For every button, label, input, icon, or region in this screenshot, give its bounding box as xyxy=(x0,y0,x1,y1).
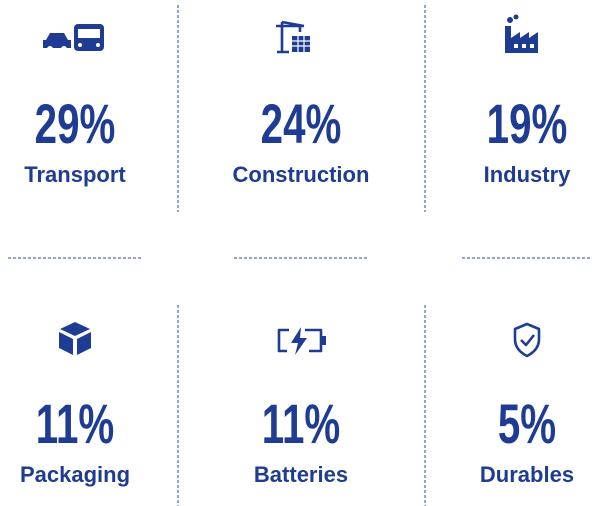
check xyxy=(520,334,536,347)
crane xyxy=(276,20,305,54)
building xyxy=(292,36,310,52)
percent: 24% xyxy=(261,94,342,156)
sector-label: Industry xyxy=(484,162,572,187)
car xyxy=(43,33,71,48)
icon-industry xyxy=(505,14,538,53)
sector-label: Durables xyxy=(480,462,574,487)
box-top xyxy=(60,322,90,336)
icon-construction xyxy=(276,20,310,54)
sector-label: Batteries xyxy=(254,462,348,487)
percent: 11% xyxy=(36,394,114,456)
box-left xyxy=(59,332,73,355)
dividers xyxy=(8,5,592,506)
icon-transport xyxy=(43,24,104,52)
percent: 11% xyxy=(262,394,340,456)
icon-batteries xyxy=(277,327,326,355)
factory xyxy=(505,26,538,53)
icon-durables xyxy=(513,322,541,358)
sector-label: Transport xyxy=(24,162,126,187)
percent: 19% xyxy=(487,94,568,156)
sector-label: Construction xyxy=(233,162,370,187)
shield xyxy=(513,322,541,358)
bolt xyxy=(291,327,307,355)
percent: 5% xyxy=(498,394,556,456)
percent: 29% xyxy=(35,94,116,156)
icon-packaging xyxy=(59,322,91,355)
box-right xyxy=(77,332,91,355)
sector-label: Packaging xyxy=(20,462,130,487)
